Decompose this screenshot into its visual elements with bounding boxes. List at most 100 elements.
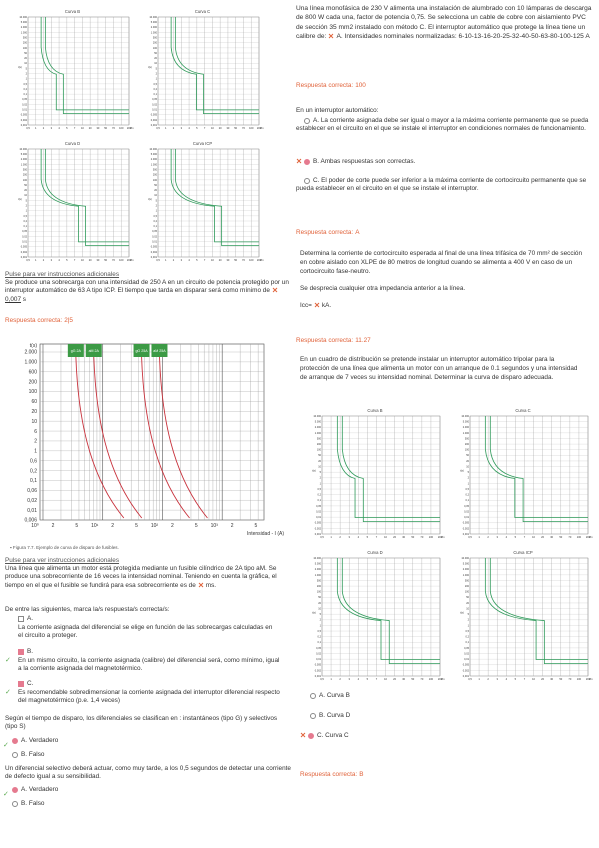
x-tick-label: 1 bbox=[35, 258, 37, 262]
y-tick-label: 0,05 bbox=[316, 505, 321, 508]
y-tick-label: 0,01 bbox=[464, 658, 469, 661]
y-tick-label: 0,005 bbox=[315, 522, 322, 525]
curve-charts: Curva B10.0005.0002.0001.000500200100502… bbox=[18, 9, 264, 262]
option[interactable]: A. Verdadero bbox=[12, 737, 58, 745]
x-tick-label: 70 bbox=[242, 126, 245, 130]
trip-curve bbox=[489, 558, 588, 665]
y-tick-label: 0,1 bbox=[466, 641, 470, 644]
y-tick-label: 0,005 bbox=[21, 114, 28, 117]
option[interactable]: C. El poder de corte puede ser inferior … bbox=[296, 177, 594, 194]
x-tick-label: 1 bbox=[478, 677, 480, 681]
x-tick-label: 30 bbox=[550, 535, 553, 539]
radio[interactable] bbox=[304, 178, 310, 184]
trip-curve bbox=[44, 149, 129, 247]
radio[interactable] bbox=[304, 118, 310, 124]
y-tick-label: 0,01 bbox=[22, 240, 27, 243]
y-tick-label: 0,1 bbox=[466, 499, 470, 502]
y-tick-label: 1 bbox=[320, 624, 322, 627]
option[interactable]: B. bbox=[18, 648, 33, 656]
text: A. Verdadero bbox=[21, 786, 59, 793]
trip-curve bbox=[484, 558, 588, 660]
x-tick-label: 10 bbox=[211, 258, 214, 262]
text: A. La corriente asignada debe ser igual … bbox=[296, 117, 589, 133]
instructions-link[interactable]: Pulse para ver instrucciones adicionales bbox=[5, 557, 120, 564]
y-tick-label: 2 bbox=[26, 72, 28, 75]
x-tick-label: 20 bbox=[89, 126, 92, 130]
y-tick-label: 1.000 bbox=[24, 360, 37, 366]
unit: s bbox=[22, 295, 26, 303]
option[interactable]: A. Verdadero bbox=[12, 786, 58, 794]
x-tick-label: 7 bbox=[74, 258, 76, 262]
y-tick-label: 200 bbox=[29, 379, 38, 385]
option[interactable]: A. La corriente asignada debe ser igual … bbox=[296, 117, 594, 134]
y-tick-label: 100 bbox=[153, 179, 158, 182]
y-tick-label: 1 bbox=[26, 210, 28, 213]
y-tick-label: 2.000 bbox=[315, 568, 322, 571]
y-tick-label: 0,01 bbox=[316, 658, 321, 661]
option[interactable]: A. Curva B bbox=[310, 692, 350, 700]
text: A. Curva B bbox=[319, 692, 350, 699]
y-tick-label: 0,1 bbox=[154, 93, 158, 96]
y-tick-label: 0,5 bbox=[318, 488, 322, 491]
x-tick-label: 2 bbox=[171, 523, 174, 529]
y-tick-label: 0,05 bbox=[464, 505, 469, 508]
x-tick-label: 30 bbox=[226, 126, 229, 130]
x-unit: I/In bbox=[260, 126, 264, 130]
checkbox[interactable] bbox=[18, 681, 24, 687]
letter: C. bbox=[27, 680, 34, 687]
x-tick-label: 4 bbox=[506, 677, 508, 681]
x-tick-label: 70 bbox=[112, 258, 115, 262]
y-tick-label: 2 bbox=[468, 619, 470, 622]
fuse-label-box bbox=[151, 344, 168, 357]
radio[interactable] bbox=[304, 159, 310, 165]
y-tick-label: 0,05 bbox=[152, 230, 157, 233]
option[interactable]: C. bbox=[18, 680, 33, 688]
x-tick-label: 4 bbox=[358, 677, 360, 681]
instructions-link[interactable]: Pulse para ver instrucciones adicionales bbox=[5, 271, 120, 278]
y-tick-label: 5 bbox=[468, 613, 470, 616]
y-tick-label: 0,02 bbox=[464, 510, 469, 513]
radio[interactable] bbox=[12, 801, 18, 807]
x-tick-label: 7 bbox=[376, 535, 378, 539]
x-tick-label: 3 bbox=[349, 535, 351, 539]
x-tick-label: 100 bbox=[249, 126, 254, 130]
radio[interactable] bbox=[308, 733, 314, 739]
x-tick-label: 5 bbox=[367, 535, 369, 539]
x-tick-label: 3 bbox=[51, 258, 53, 262]
radio[interactable] bbox=[310, 713, 316, 719]
chart-title: Curva D bbox=[65, 141, 80, 146]
option-text: Es recomendable sobredimensionar la corr… bbox=[18, 689, 280, 705]
radio[interactable] bbox=[310, 693, 316, 699]
radio[interactable] bbox=[12, 752, 18, 758]
y-tick-label: 0,05 bbox=[464, 647, 469, 650]
trip-curve bbox=[341, 558, 440, 665]
option[interactable]: B. Curva D bbox=[310, 712, 350, 720]
checkbox[interactable] bbox=[18, 649, 24, 655]
x-unit: I/In bbox=[130, 126, 134, 130]
x-tick-label: 200 bbox=[257, 126, 262, 130]
y-tick-label: 0,001 bbox=[151, 124, 158, 127]
y-tick-label: 200 bbox=[23, 174, 28, 177]
option[interactable]: C. Curva C bbox=[300, 732, 349, 740]
option[interactable]: B. Falso bbox=[12, 751, 44, 759]
y-tick-label: 1.000 bbox=[315, 574, 322, 577]
checkbox[interactable] bbox=[18, 616, 24, 622]
option[interactable]: B. Ambas respuestas son correctas. bbox=[296, 158, 415, 166]
x-tick-label: 20 bbox=[219, 258, 222, 262]
x-tick-label: 1 bbox=[330, 535, 332, 539]
check-icon: ✓ bbox=[5, 689, 11, 696]
x-tick-label: 5 bbox=[255, 523, 258, 529]
y-tick-label: 0,1 bbox=[24, 225, 28, 228]
x-tick-label: 4 bbox=[188, 258, 190, 262]
plot-frame bbox=[321, 415, 441, 535]
y-tick-label: 0,005 bbox=[463, 664, 470, 667]
option-text: En un mismo circuito, la corriente asign… bbox=[18, 657, 280, 673]
x-tick-label: 30 bbox=[402, 677, 405, 681]
radio[interactable] bbox=[12, 787, 18, 793]
option[interactable]: A. bbox=[18, 615, 33, 623]
x-tick-label: 10² bbox=[151, 523, 159, 529]
y-tick-label: 1 bbox=[320, 482, 322, 485]
radio[interactable] bbox=[12, 738, 18, 744]
wrong-icon bbox=[198, 582, 204, 587]
option[interactable]: B. Falso bbox=[12, 800, 44, 808]
